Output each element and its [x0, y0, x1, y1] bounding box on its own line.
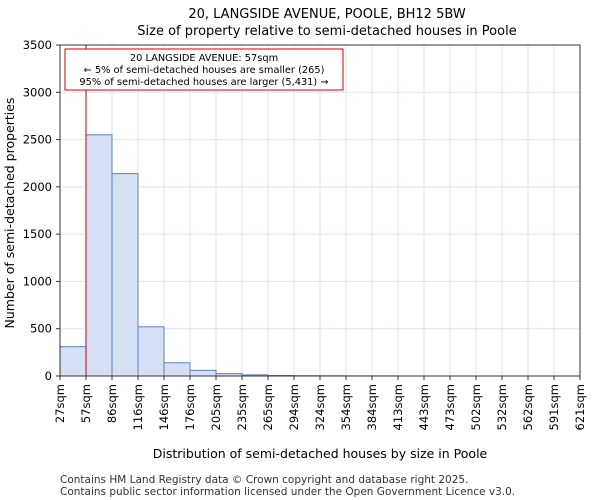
y-tick-label-1000: 1000 — [23, 274, 52, 288]
x-tick-label-621sqm: 621sqm — [573, 384, 587, 430]
annotation-frame — [64, 48, 344, 91]
y-tick-label-2000: 2000 — [23, 180, 52, 194]
y-axis-label: Number of semi-detached properties — [2, 98, 17, 329]
x-tick-label-57sqm: 57sqm — [79, 384, 93, 423]
bars — [59, 134, 399, 377]
annotation-line-2: ← 5% of semi-detached houses are smaller… — [84, 65, 325, 76]
bar-176sqm — [189, 369, 217, 377]
footer-line-1: Contains HM Land Registry data © Crown c… — [60, 474, 468, 486]
bar-27sqm — [59, 346, 87, 377]
x-tick-label-413sqm: 413sqm — [391, 384, 405, 430]
y-tick-label-3500: 3500 — [23, 38, 52, 52]
annotation-line-1: 20 LANGSIDE AVENUE: 57sqm — [130, 53, 278, 64]
x-tick-label-86sqm: 86sqm — [105, 384, 119, 423]
x-tick-label-443sqm: 443sqm — [417, 384, 431, 430]
x-tick-label-27sqm: 27sqm — [53, 384, 67, 423]
x-tick-label-384sqm: 384sqm — [365, 384, 379, 430]
x-tick-label-532sqm: 532sqm — [495, 384, 509, 430]
footer-line-2: Contains public sector information licen… — [60, 486, 515, 498]
chart-subtitle: Size of property relative to semi-detach… — [137, 24, 516, 39]
x-tick-label-116sqm: 116sqm — [131, 384, 145, 430]
x-tick-label-205sqm: 205sqm — [209, 384, 223, 430]
bar-57sqm — [85, 134, 113, 377]
y-tick-label-2500: 2500 — [23, 133, 52, 147]
bar-116sqm — [137, 326, 165, 377]
y-tick-label-500: 500 — [30, 322, 52, 336]
bar-86sqm — [111, 173, 139, 377]
x-tick-label-324sqm: 324sqm — [313, 384, 327, 430]
y-axis-ticks: 0 500 1000 1500 2000 2500 3000 3500 — [23, 38, 60, 383]
x-axis-label: Distribution of semi-detached houses by … — [153, 446, 488, 461]
x-tick-label-502sqm: 502sqm — [469, 384, 483, 430]
x-tick-label-473sqm: 473sqm — [443, 384, 457, 430]
x-tick-label-294sqm: 294sqm — [287, 384, 301, 430]
annotation-line-3: 95% of semi-detached houses are larger (… — [79, 77, 328, 88]
x-tick-label-176sqm: 176sqm — [183, 384, 197, 430]
x-tick-label-562sqm: 562sqm — [521, 384, 535, 430]
x-axis-ticks: 27sqm 57sqm 86sqm 116sqm 146sqm 176sqm 205sqm 2… — [53, 376, 587, 430]
x-tick-label-235sqm: 235sqm — [235, 384, 249, 430]
y-tick-label-3000: 3000 — [23, 85, 52, 99]
chart-title: 20, LANGSIDE AVENUE, POOLE, BH12 5BW — [188, 7, 465, 22]
plot-frame — [59, 44, 581, 377]
y-tick-label-1500: 1500 — [23, 227, 52, 241]
annotation-box: 20 LANGSIDE AVENUE: 57sqm ← 5% of semi-d… — [64, 48, 344, 91]
bar-146sqm — [163, 362, 191, 377]
y-tick-label-0: 0 — [45, 369, 52, 383]
x-tick-label-591sqm: 591sqm — [547, 384, 561, 430]
x-tick-label-265sqm: 265sqm — [261, 384, 275, 430]
x-tick-label-354sqm: 354sqm — [339, 384, 353, 430]
x-tick-label-146sqm: 146sqm — [157, 384, 171, 430]
